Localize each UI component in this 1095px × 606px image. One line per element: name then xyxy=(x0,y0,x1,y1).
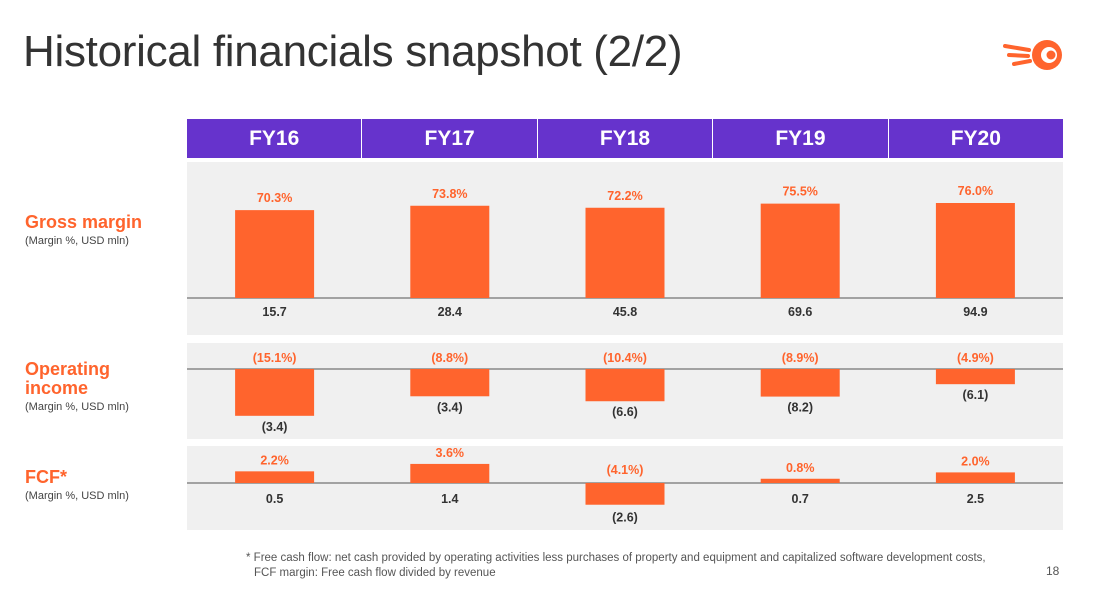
header-fy19: FY19 xyxy=(712,119,887,158)
gross-margin-label: 76.0% xyxy=(958,184,993,198)
fcf-value: 2.5 xyxy=(967,492,984,506)
gross-revenue-value: 28.4 xyxy=(438,305,462,319)
fcf-margin-label: 3.6% xyxy=(436,446,465,460)
fcf-bar xyxy=(410,463,490,483)
header-fy20: FY20 xyxy=(887,119,1063,158)
fiscal-year-header: FY16 FY17 FY18 FY19 FY20 xyxy=(187,119,1063,158)
fcf-margin-label: (4.1%) xyxy=(607,463,644,477)
gross-margin-label: 72.2% xyxy=(607,189,642,203)
fcf-value: 0.5 xyxy=(266,492,283,506)
gross-margin-bar xyxy=(935,203,1015,298)
operating-margin-label: (15.1%) xyxy=(253,351,297,365)
operating-margin-label: (10.4%) xyxy=(603,351,647,365)
fcf-label: FCF* (Margin %, USD mln) xyxy=(25,467,165,503)
operating-margin-label: (4.9%) xyxy=(957,351,994,365)
fcf-margin-label: 2.0% xyxy=(961,454,990,468)
semrush-logo-icon xyxy=(1003,40,1062,70)
gross-margin-bar xyxy=(760,203,840,298)
operating-income-value: (3.4) xyxy=(262,420,288,434)
fcf-bar xyxy=(585,483,665,505)
header-fy17: FY17 xyxy=(361,119,536,158)
header-fy16: FY16 xyxy=(249,126,300,150)
fcf-value: 1.4 xyxy=(441,492,458,506)
operating-income-value: (8.2) xyxy=(787,401,813,415)
fcf-margin-label: 2.2% xyxy=(260,453,289,467)
gross-revenue-value: 94.9 xyxy=(963,305,987,319)
gross-revenue-value: 45.8 xyxy=(613,305,637,319)
operating-income-bar xyxy=(235,369,315,416)
footnote: * Free cash flow: net cash provided by o… xyxy=(246,551,1036,581)
operating-income-title: Operating income xyxy=(25,359,111,398)
operating-margin-label: (8.8%) xyxy=(431,351,468,365)
gross-revenue-value: 15.7 xyxy=(262,305,286,319)
gross-margin-sublabel: (Margin %, USD mln) xyxy=(25,235,129,247)
operating-income-sublabel: (Margin %, USD mln) xyxy=(25,401,129,413)
footnote-line-2: FCF margin: Free cash flow divided by re… xyxy=(254,567,496,579)
footnote-line-1: * Free cash flow: net cash provided by o… xyxy=(246,552,986,564)
gross-margin-label: 75.5% xyxy=(782,185,817,199)
operating-income-value: (6.1) xyxy=(963,388,989,402)
operating-income-label: Operating income (Margin %, USD mln) xyxy=(25,359,165,414)
fcf-margin-label: 0.8% xyxy=(786,461,815,475)
fcf-bar xyxy=(760,478,840,483)
gross-margin-bar xyxy=(585,207,665,298)
operating-income-bar xyxy=(935,369,1015,385)
fcf-value: (2.6) xyxy=(612,511,638,525)
header-fy18: FY18 xyxy=(536,119,712,158)
fcf-bar xyxy=(235,471,315,483)
gross-margin-label: 73.8% xyxy=(432,187,467,201)
operating-income-value: (3.4) xyxy=(437,400,463,414)
page-title: Historical financials snapshot (2/2) xyxy=(23,27,683,76)
operating-income-bar xyxy=(585,369,665,402)
operating-income-value: (6.6) xyxy=(612,405,638,419)
gross-margin-bar xyxy=(235,210,315,298)
gross-margin-bar xyxy=(410,205,490,298)
operating-income-bar xyxy=(410,369,490,397)
gross-margin-label: Gross margin (Margin %, USD mln) xyxy=(25,212,165,248)
gross-margin-label: 70.3% xyxy=(257,191,292,205)
page-number: 18 xyxy=(1046,564,1060,578)
gross-revenue-value: 69.6 xyxy=(788,305,812,319)
fcf-value: 0.7 xyxy=(792,492,809,506)
gross-margin-title: Gross margin xyxy=(25,212,143,232)
fcf-bar xyxy=(935,472,1015,483)
fcf-sublabel: (Margin %, USD mln) xyxy=(25,490,129,502)
operating-income-bar xyxy=(760,369,840,397)
operating-margin-label: (8.9%) xyxy=(782,351,819,365)
fcf-title: FCF* xyxy=(25,467,67,487)
